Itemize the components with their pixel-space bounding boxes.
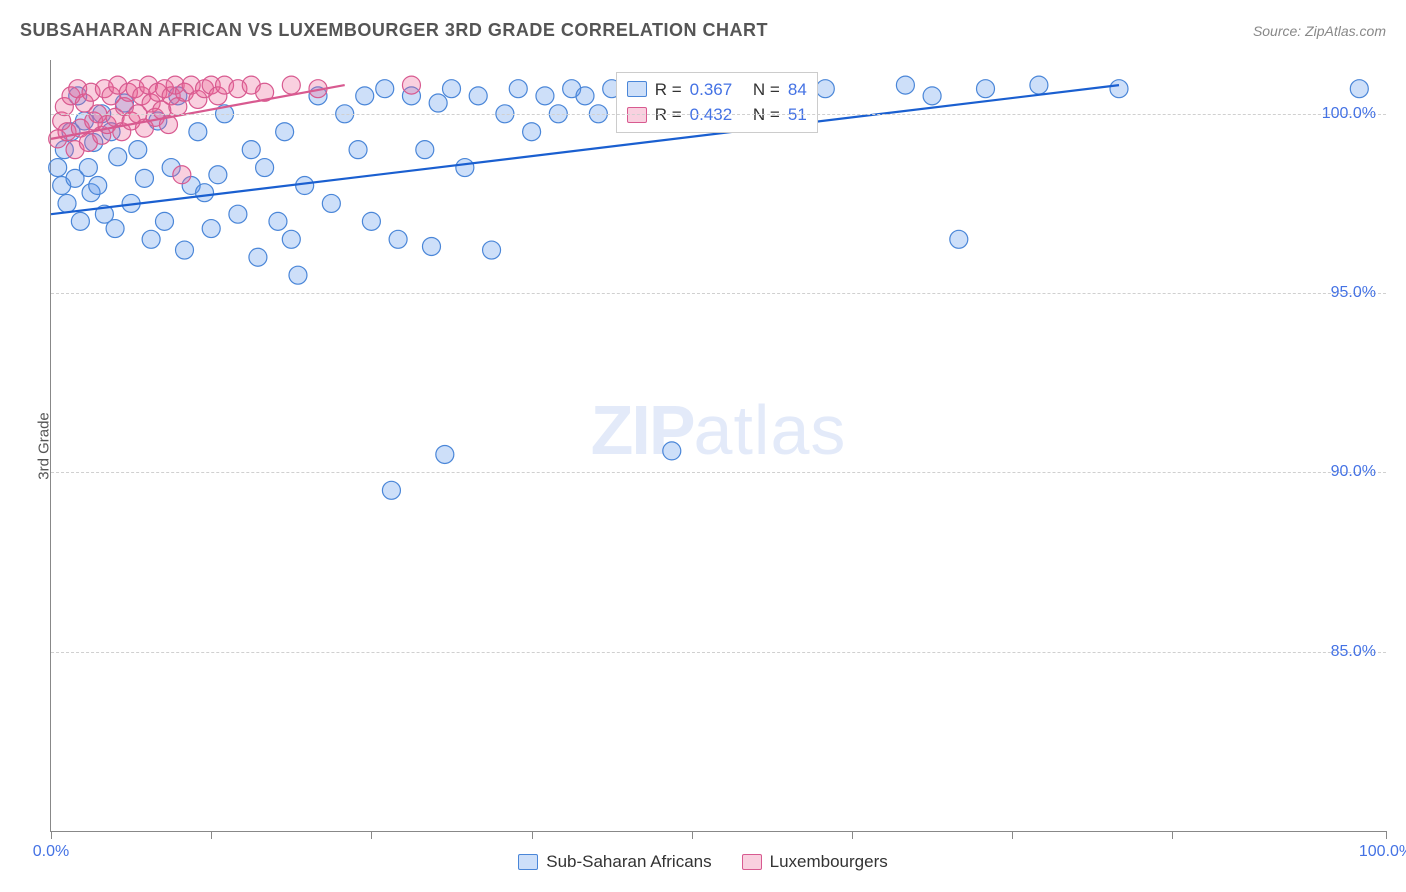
ytick-label: 85.0% <box>1331 643 1376 661</box>
xtick <box>371 831 372 839</box>
data-point <box>276 123 294 141</box>
data-point <box>1030 76 1048 94</box>
xtick <box>211 831 212 839</box>
data-point <box>289 266 307 284</box>
data-point <box>229 205 247 223</box>
legend-item-series1: Sub-Saharan Africans <box>518 852 711 872</box>
swatch-series1-icon <box>518 854 538 870</box>
data-point <box>536 87 554 105</box>
data-point <box>282 230 300 248</box>
data-point <box>49 159 67 177</box>
data-point <box>173 166 191 184</box>
data-point <box>429 94 447 112</box>
data-point <box>443 80 461 98</box>
bottom-legend: Sub-Saharan Africans Luxembourgers <box>0 852 1406 872</box>
data-point <box>402 76 420 94</box>
data-point <box>349 141 367 159</box>
data-point <box>816 80 834 98</box>
data-point <box>58 194 76 212</box>
ytick-label: 90.0% <box>1331 463 1376 481</box>
gridline <box>51 114 1386 115</box>
data-point <box>189 123 207 141</box>
data-point <box>1350 80 1368 98</box>
data-point <box>209 166 227 184</box>
data-point <box>950 230 968 248</box>
data-point <box>896 76 914 94</box>
data-point <box>89 177 107 195</box>
data-point <box>923 87 941 105</box>
data-point <box>483 241 501 259</box>
xtick <box>1012 831 1013 839</box>
chart-svg <box>51 60 1386 831</box>
gridline <box>51 652 1386 653</box>
data-point <box>416 141 434 159</box>
source-link[interactable]: ZipAtlas.com <box>1305 23 1386 39</box>
gridline <box>51 472 1386 473</box>
data-point <box>322 194 340 212</box>
data-point <box>135 169 153 187</box>
data-point <box>79 159 97 177</box>
data-point <box>109 148 127 166</box>
data-point <box>176 241 194 259</box>
xtick <box>852 831 853 839</box>
swatch-series2-icon <box>742 854 762 870</box>
data-point <box>977 80 995 98</box>
data-point <box>356 87 374 105</box>
data-point <box>382 481 400 499</box>
swatch-series2-icon <box>627 107 647 123</box>
data-point <box>155 212 173 230</box>
data-point <box>249 248 267 266</box>
swatch-series1-icon <box>627 81 647 97</box>
data-point <box>376 80 394 98</box>
xtick <box>51 831 52 839</box>
ytick-label: 95.0% <box>1331 284 1376 302</box>
data-point <box>523 123 541 141</box>
data-point <box>282 76 300 94</box>
data-point <box>509 80 527 98</box>
data-point <box>663 442 681 460</box>
data-point <box>469 87 487 105</box>
legend-item-series2: Luxembourgers <box>742 852 888 872</box>
data-point <box>456 159 474 177</box>
data-point <box>71 212 89 230</box>
data-point <box>436 445 454 463</box>
data-point <box>129 141 147 159</box>
data-point <box>106 220 124 238</box>
data-point <box>142 230 160 248</box>
data-point <box>296 177 314 195</box>
plot-area: ZIPatlas R = 0.367 N = 84 R = 0.432 N = … <box>50 60 1386 832</box>
chart-source: Source: ZipAtlas.com <box>1253 23 1386 39</box>
stats-row-series1: R = 0.367 N = 84 <box>627 77 807 103</box>
stats-row-series2: R = 0.432 N = 51 <box>627 102 807 128</box>
ytick-label: 100.0% <box>1322 105 1376 123</box>
data-point <box>422 237 440 255</box>
data-point <box>389 230 407 248</box>
xtick <box>1172 831 1173 839</box>
chart-header: SUBSAHARAN AFRICAN VS LUXEMBOURGER 3RD G… <box>20 20 1386 41</box>
correlation-stats-box: R = 0.367 N = 84 R = 0.432 N = 51 <box>616 72 818 133</box>
data-point <box>202 220 220 238</box>
chart-title: SUBSAHARAN AFRICAN VS LUXEMBOURGER 3RD G… <box>20 20 768 41</box>
data-point <box>576 87 594 105</box>
data-point <box>269 212 287 230</box>
xtick <box>532 831 533 839</box>
data-point <box>256 159 274 177</box>
data-point <box>362 212 380 230</box>
xtick <box>692 831 693 839</box>
gridline <box>51 293 1386 294</box>
data-point <box>1110 80 1128 98</box>
xtick <box>1386 831 1387 839</box>
data-point <box>242 141 260 159</box>
data-point <box>196 184 214 202</box>
